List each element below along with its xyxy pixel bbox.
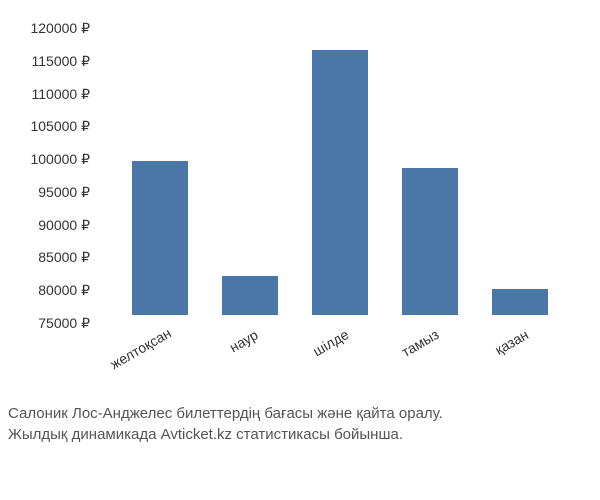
bars-group — [100, 20, 580, 315]
x-tick-label: шілде — [312, 320, 368, 380]
caption-line-1: Салоник Лос-Анджелес билеттердің бағасы … — [8, 403, 600, 424]
plot-area — [100, 20, 580, 315]
bar — [492, 289, 548, 315]
x-axis: желтоқсан наур шілде тамыз қазан — [100, 320, 580, 380]
bar — [402, 168, 458, 316]
x-tick-label: желтоқсан — [132, 320, 188, 380]
x-tick-label: қазан — [492, 320, 548, 380]
y-axis: 75000 ₽80000 ₽85000 ₽90000 ₽95000 ₽10000… — [0, 20, 95, 315]
bar — [312, 50, 368, 316]
x-tick-label: наур — [222, 320, 278, 380]
bar — [132, 161, 188, 315]
bar — [222, 276, 278, 315]
chart-caption: Салоник Лос-Анджелес билеттердің бағасы … — [0, 403, 600, 445]
price-chart: 75000 ₽80000 ₽85000 ₽90000 ₽95000 ₽10000… — [0, 10, 600, 370]
x-labels-group: желтоқсан наур шілде тамыз қазан — [100, 320, 580, 380]
caption-line-2: Жылдық динамикада Avticket.kz статистика… — [8, 424, 600, 445]
x-tick-label: тамыз — [402, 320, 458, 380]
